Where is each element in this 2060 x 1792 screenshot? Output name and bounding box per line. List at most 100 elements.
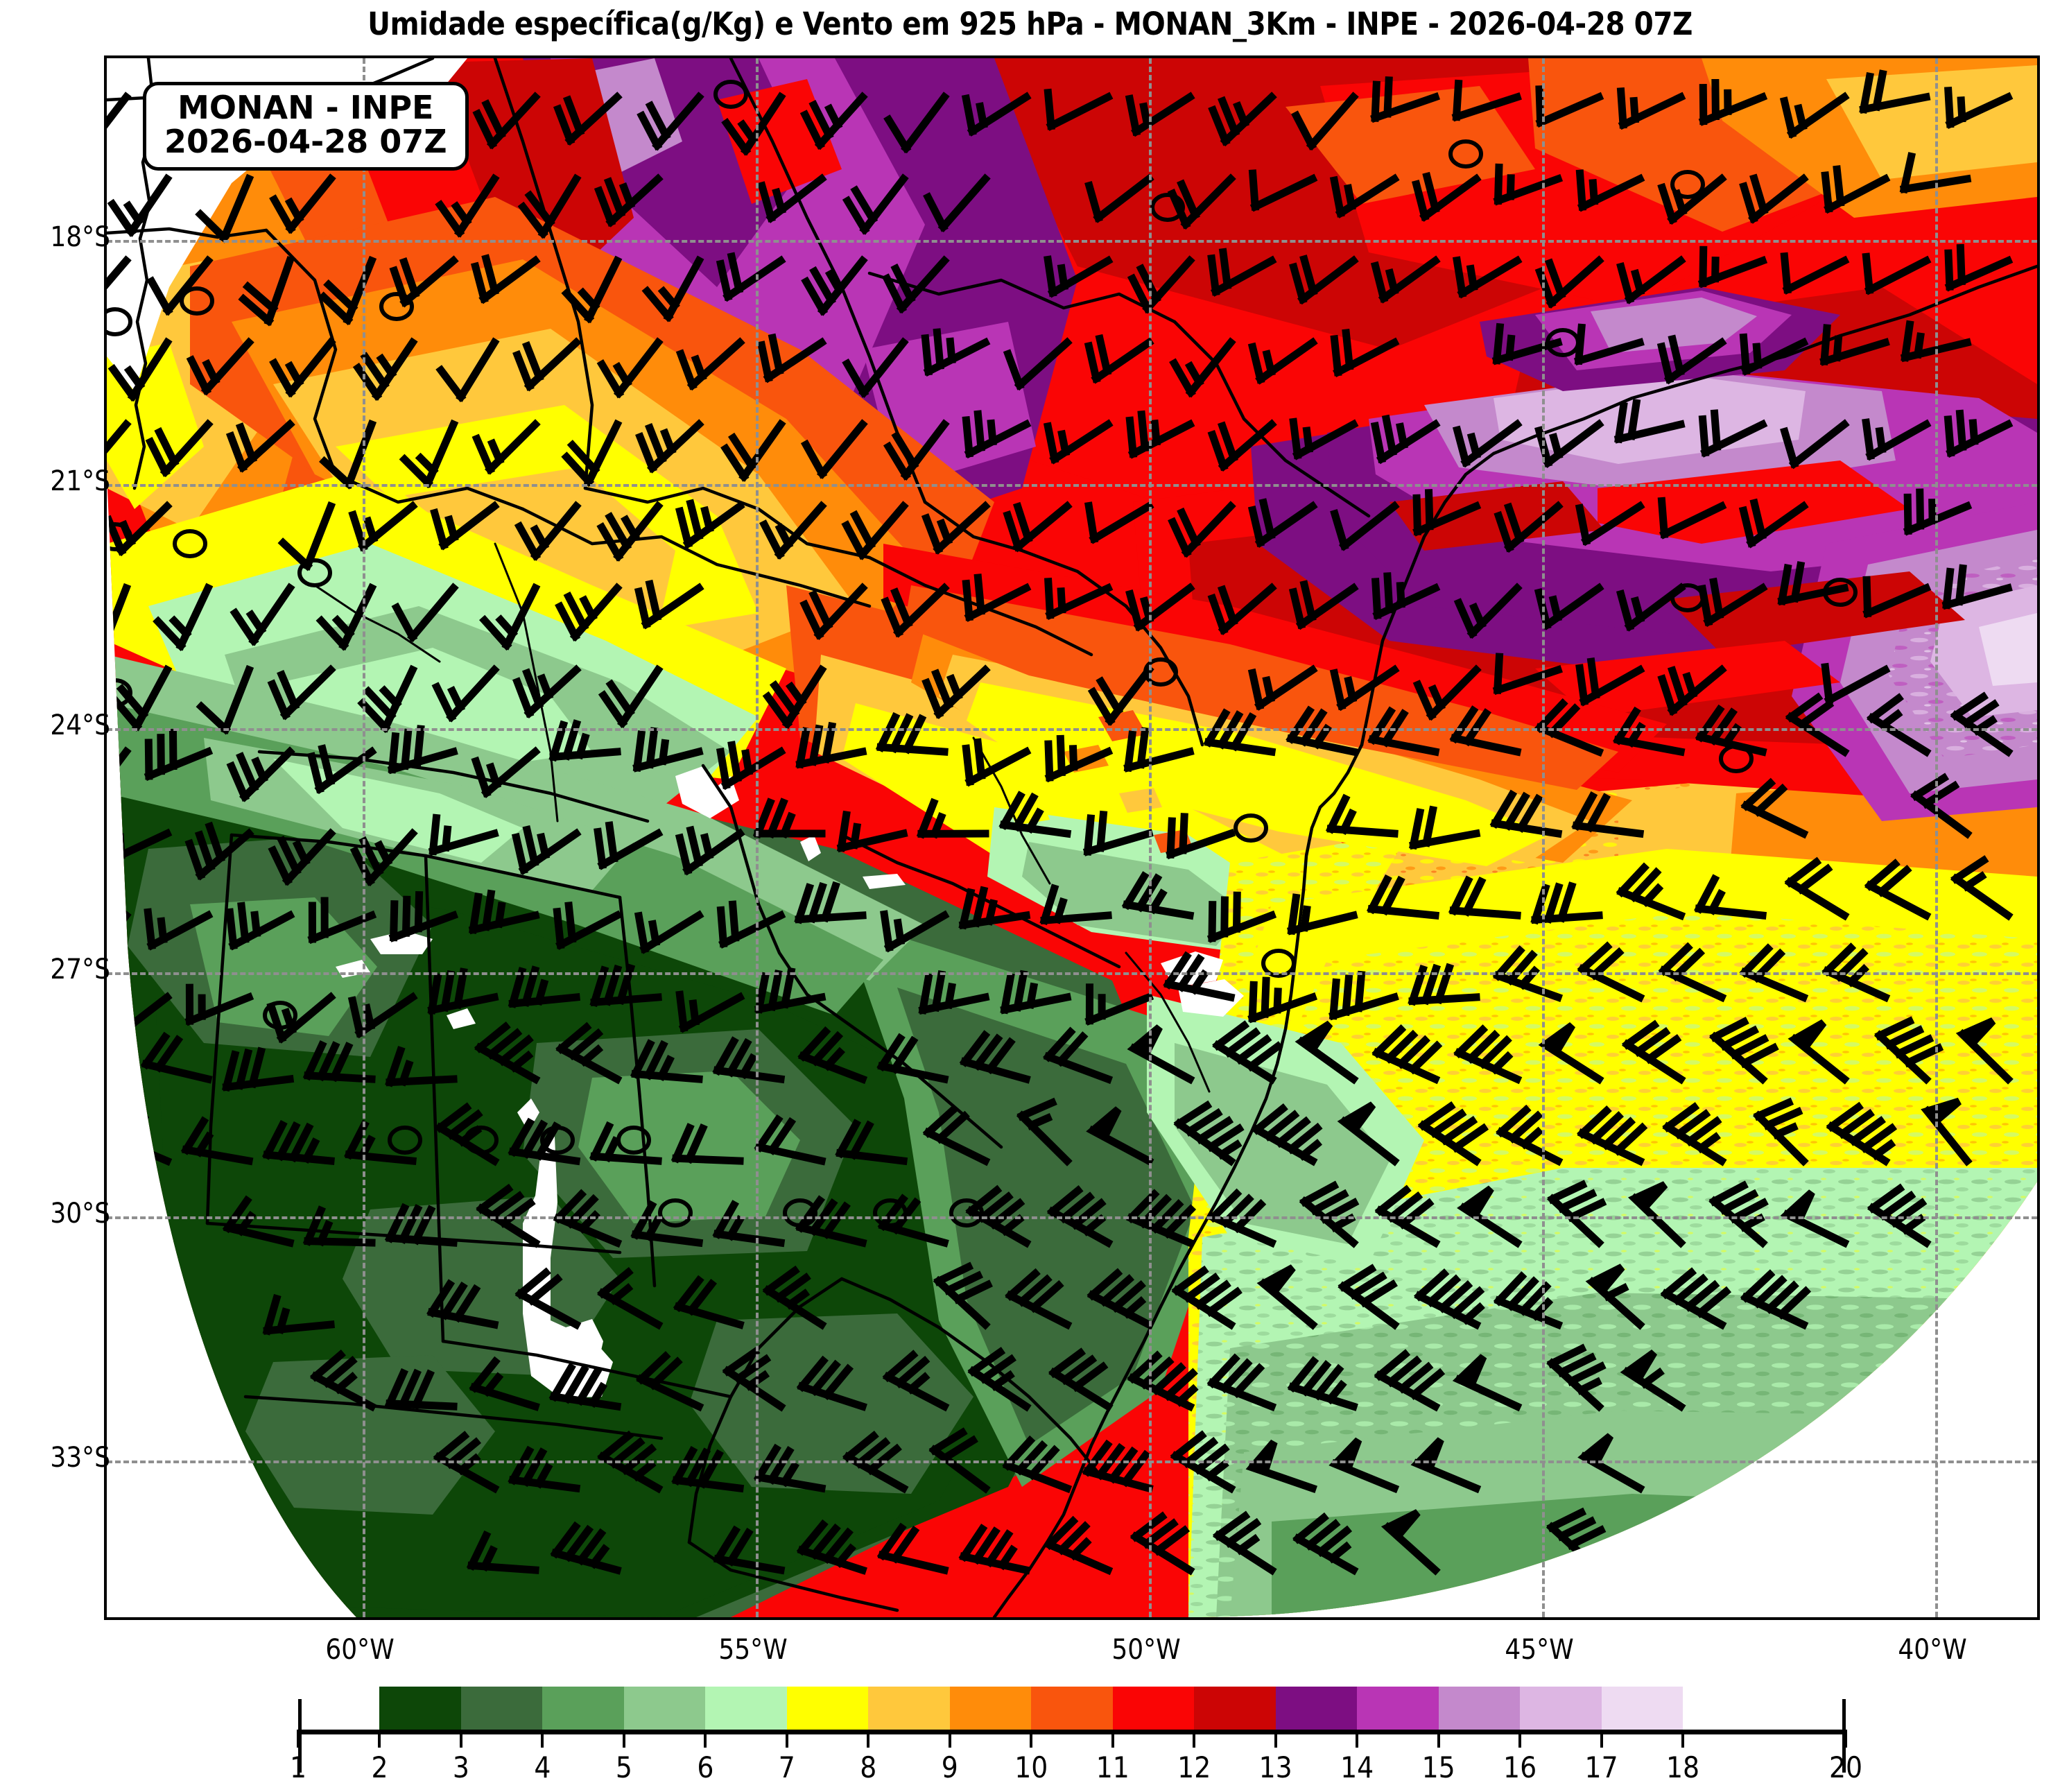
wind-barb [435,173,500,238]
colorbar-tick-13 [1274,1730,1277,1748]
colorbar-label-18: 18 [1666,1750,1700,1784]
wind-barb [835,1119,908,1166]
map-plot-area[interactable] [104,55,2040,1620]
wind-barb [302,1205,376,1247]
info-model-label: MONAN - INPE [178,89,434,126]
colorbar-segment-13-14 [1275,1687,1358,1730]
wind-barb [548,719,621,762]
wind-barb [958,886,1031,930]
wind-barb [548,1362,622,1411]
wind-barb [1123,727,1195,773]
wind-barb [1656,334,1727,385]
wind-barb [1043,1026,1114,1085]
wind-barb [472,92,541,150]
colorbar-tick-17 [1600,1730,1603,1748]
xtick-label-45W: 45°W [1505,1634,1574,1666]
wind-barb [1366,874,1440,920]
wind-barb [801,255,868,316]
wind-barb [470,254,541,304]
wind-barb [1622,1019,1686,1085]
colorbar-tick-3 [459,1730,462,1748]
colorbar-label-9: 9 [941,1750,958,1784]
colorbar-tick-12 [1193,1730,1196,1748]
wind-barb [315,583,377,651]
wind-barb [882,1350,950,1412]
ytick-label-27S: 27°S [50,954,110,985]
figure-title: Umidade específica(g/Kg) e Vento em 925 … [367,6,1693,42]
wind-barb [476,1183,541,1248]
wind-barb [309,1350,377,1412]
wind-barb [1166,813,1236,860]
wind-barb [1252,1103,1323,1166]
wind-barb [1944,409,2014,458]
wind-barb [1371,572,1441,621]
wind-barb [1084,501,1154,544]
wind-barb [1457,1185,1523,1248]
colorbar-endcap-left [298,1699,302,1773]
colorbar[interactable]: 1 2 3 4 5 6 7 8 9 10 11 12 13 14 15 16 17 18 20 [290,1687,1862,1784]
colorbar-tick-15 [1437,1730,1440,1748]
wind-barb [1873,1016,1944,1085]
xtick-label-60W: 60°W [325,1634,395,1666]
wind-barb [1127,1350,1199,1412]
wind-barb [721,92,786,156]
wind-barb [1125,583,1195,632]
wind-barb [427,967,499,1015]
wind-barb [716,252,786,302]
wind-barb [1380,1509,1441,1576]
colorbar-endcap-right [1842,1699,1846,1773]
colorbar-tick-labels: 1 2 3 4 5 6 7 8 9 10 11 12 13 14 15 16 17 18 20 [290,1750,1862,1792]
wind-barb [555,1022,623,1085]
wind-barb [508,1445,581,1493]
wind-barb [1048,1347,1114,1412]
wind-barb [1660,1267,1732,1330]
wind-barb [1208,92,1277,147]
colorbar-segment-3-4 [460,1687,543,1730]
wind-barb [1371,1024,1443,1085]
wind-barb [795,1195,867,1248]
wind-barb [1247,337,1318,385]
colorbar-swatches [298,1687,1846,1730]
wind-barb [107,501,173,557]
wind-barb [1330,329,1400,378]
wind-barb [1286,705,1358,757]
wind-barb [512,664,582,718]
wind-barb [877,1194,949,1248]
wind-barb [1740,1269,1812,1330]
wind-barb [1171,1265,1243,1330]
wind-barb [1780,252,1850,295]
wind-barb [1370,255,1441,304]
wind-barb [1867,693,1932,757]
wind-barb [1616,255,1686,304]
wind-barb [1910,773,1973,839]
wind-barb [1295,1020,1359,1085]
wind-barb [1370,76,1440,123]
wind-barb [226,746,295,802]
wind-barb [433,1431,500,1494]
wind-barb [597,1430,664,1494]
colorbar-label-20: 20 [1828,1750,1863,1784]
wind-barb [673,1275,745,1329]
wind-barb [221,1046,295,1092]
wind-barb [1780,419,1850,469]
wind-barb [634,910,704,954]
wind-barb [110,664,173,732]
wind-barb [1408,963,1480,1006]
wind-barb [918,970,990,1015]
wind-barb [1697,577,1768,628]
wind-barb [712,1200,786,1248]
colorbar-label-13: 13 [1258,1750,1292,1784]
wind-barb [632,727,704,773]
wind-barb [1374,1349,1446,1412]
wind-barb [1616,87,1686,130]
wind-barb [589,963,662,1008]
wind-barb [1003,501,1073,553]
xtick-label-40W: 40°W [1898,1634,1967,1666]
wind-barb [1409,805,1481,850]
wind-barb [1864,859,1932,921]
wind-barb [675,825,745,876]
wind-barb [514,1267,582,1330]
wind-barb [1212,1020,1283,1085]
ytick-label-21S: 21°S [50,465,110,497]
wind-barb [153,583,214,651]
